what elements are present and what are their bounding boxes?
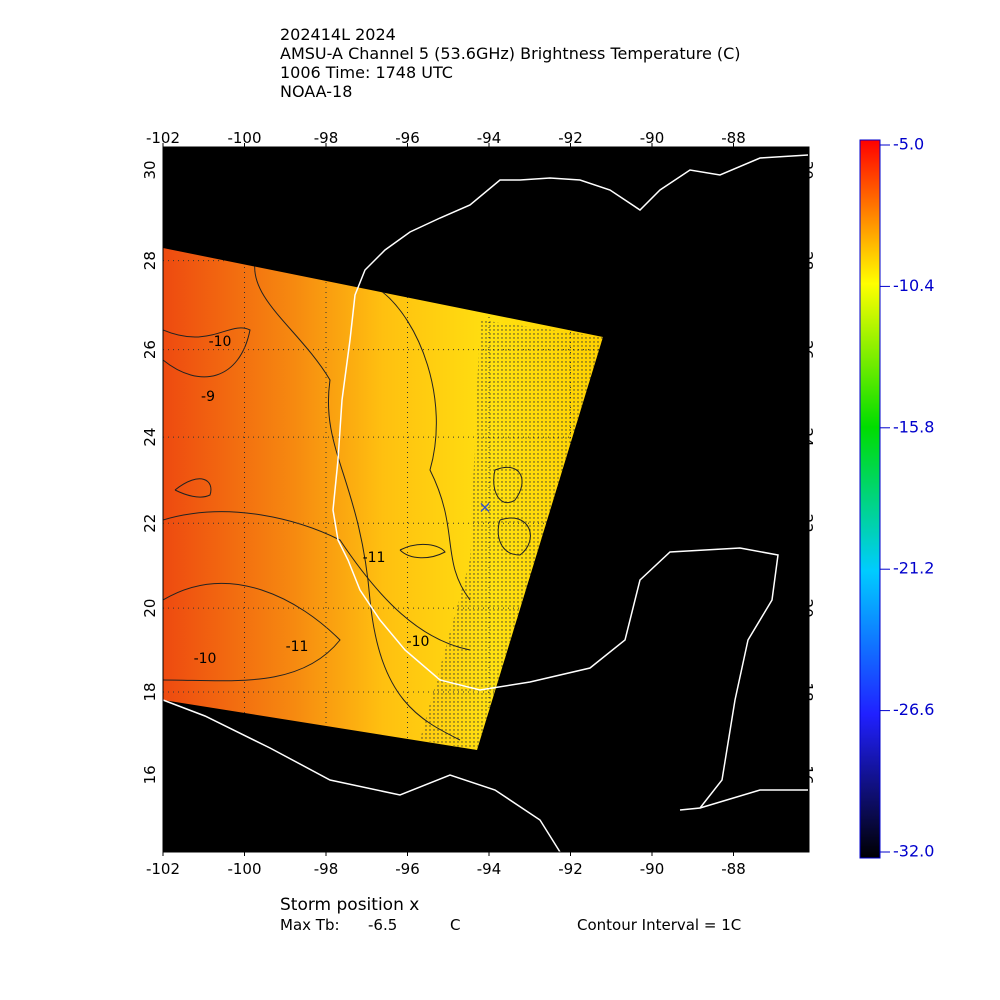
lon-label: -102 (146, 129, 180, 147)
lat-label: 22 (141, 514, 159, 533)
header-line: 202414L 2024 (280, 25, 396, 44)
max-tb-label: Max Tb: (280, 916, 340, 934)
lon-label: -100 (227, 860, 261, 878)
lon-label: -98 (314, 129, 339, 147)
contour-label: -11 (363, 550, 386, 566)
lat-label: 20 (798, 599, 816, 618)
colorbar-label: -26.6 (893, 700, 934, 719)
colorbar (859, 139, 881, 859)
lat-label: 28 (798, 251, 816, 270)
lon-label: -92 (558, 860, 583, 878)
contour-interval: Contour Interval = 1C (577, 916, 741, 934)
header-line: NOAA-18 (280, 82, 352, 101)
lon-label: -102 (146, 860, 180, 878)
header-line: AMSU-A Channel 5 (53.6GHz) Brightness Te… (280, 44, 741, 63)
colorbar-label: -32.0 (893, 842, 934, 861)
lon-label: -98 (314, 860, 339, 878)
lon-label: -88 (721, 860, 746, 878)
lon-label: -88 (721, 129, 746, 147)
storm-marker: × (478, 498, 491, 517)
lon-label: -100 (227, 129, 261, 147)
colorbar-label: -5.0 (893, 135, 924, 154)
contour-label: -10 (407, 634, 430, 650)
lat-label: 30 (141, 160, 159, 179)
contour-label: -10 (194, 651, 217, 667)
contour-label: -11 (286, 639, 309, 655)
lat-label: 26 (798, 340, 816, 359)
lat-label: 20 (141, 599, 159, 618)
colorbar-label: -21.2 (893, 559, 934, 578)
lat-label: 16 (798, 765, 816, 784)
lat-label: 24 (798, 428, 816, 447)
colorbar-ticks: -5.0 -10.4 -15.8 -21.2 -26.6 -32.0 (880, 135, 934, 861)
lon-label: -96 (395, 860, 420, 878)
lat-label: 28 (141, 251, 159, 270)
colorbar-label: -10.4 (893, 276, 934, 295)
lon-label: -92 (558, 129, 583, 147)
lon-label: -96 (395, 129, 420, 147)
map-frame (162, 146, 810, 853)
hatching (420, 320, 603, 750)
lon-label: -90 (640, 860, 665, 878)
lat-label: 26 (141, 340, 159, 359)
lat-label: 24 (141, 428, 159, 447)
lon-label: -94 (477, 129, 502, 147)
lat-label: 18 (141, 682, 159, 701)
lat-label: 18 (798, 682, 816, 701)
lat-label: 16 (141, 765, 159, 784)
contours (163, 261, 531, 741)
header-line: 1006 Time: 1748 UTC (280, 63, 453, 82)
max-tb-unit: C (450, 916, 460, 934)
contour-label: -10 (209, 334, 232, 350)
lon-label: -94 (477, 860, 502, 878)
lon-label: -90 (640, 129, 665, 147)
colorbar-label: -15.8 (893, 417, 934, 436)
storm-label: Storm position x (280, 895, 419, 915)
contour-label: -9 (201, 389, 215, 405)
axes: -102-102-100-100-98-98-96-96-94-94-92-92… (141, 129, 816, 878)
lat-label: 22 (798, 514, 816, 533)
lat-label: 30 (798, 160, 816, 179)
max-tb: -6.5 (368, 916, 397, 934)
coastlines (162, 154, 809, 853)
